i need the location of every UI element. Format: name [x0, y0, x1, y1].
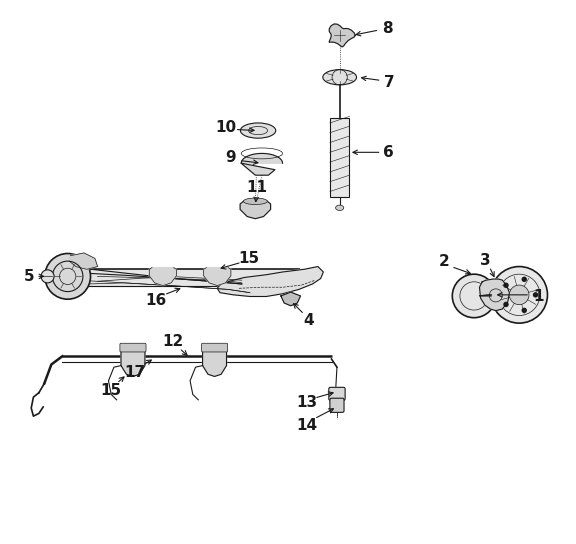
Ellipse shape [244, 198, 267, 205]
Ellipse shape [323, 70, 357, 85]
Text: 15: 15 [238, 251, 259, 266]
Circle shape [509, 285, 529, 305]
Polygon shape [204, 268, 231, 286]
Polygon shape [241, 153, 283, 175]
Text: 5: 5 [24, 269, 35, 284]
Circle shape [521, 308, 527, 313]
Text: 14: 14 [296, 418, 317, 433]
Circle shape [491, 267, 547, 323]
Circle shape [503, 282, 509, 288]
Text: 12: 12 [162, 334, 183, 349]
Ellipse shape [240, 123, 276, 138]
Circle shape [452, 274, 496, 318]
Polygon shape [240, 201, 271, 219]
Polygon shape [330, 118, 350, 197]
FancyBboxPatch shape [202, 343, 228, 352]
Polygon shape [281, 292, 301, 306]
Polygon shape [62, 269, 299, 286]
Text: 17: 17 [124, 365, 145, 380]
Text: 15: 15 [101, 383, 122, 398]
Text: 2: 2 [439, 254, 449, 269]
Polygon shape [329, 24, 355, 47]
Circle shape [521, 276, 527, 282]
Ellipse shape [336, 205, 344, 211]
Circle shape [503, 302, 509, 307]
Text: 1: 1 [533, 289, 544, 304]
Polygon shape [149, 268, 176, 286]
Polygon shape [217, 267, 323, 296]
FancyBboxPatch shape [120, 343, 146, 352]
Text: 4: 4 [304, 313, 314, 329]
Polygon shape [69, 253, 97, 269]
Text: 16: 16 [146, 293, 167, 308]
Circle shape [533, 292, 538, 298]
Polygon shape [479, 279, 509, 311]
Text: 3: 3 [480, 252, 491, 268]
Text: 13: 13 [296, 395, 317, 410]
Text: 6: 6 [383, 145, 394, 160]
Polygon shape [121, 349, 145, 376]
Text: 7: 7 [384, 75, 395, 90]
FancyBboxPatch shape [329, 387, 345, 400]
Circle shape [41, 270, 54, 283]
FancyBboxPatch shape [330, 398, 344, 412]
Text: 8: 8 [382, 21, 392, 36]
Text: 10: 10 [215, 120, 237, 135]
Text: 9: 9 [226, 150, 236, 165]
Circle shape [45, 254, 90, 299]
Polygon shape [203, 349, 226, 376]
Text: 11: 11 [246, 180, 267, 195]
